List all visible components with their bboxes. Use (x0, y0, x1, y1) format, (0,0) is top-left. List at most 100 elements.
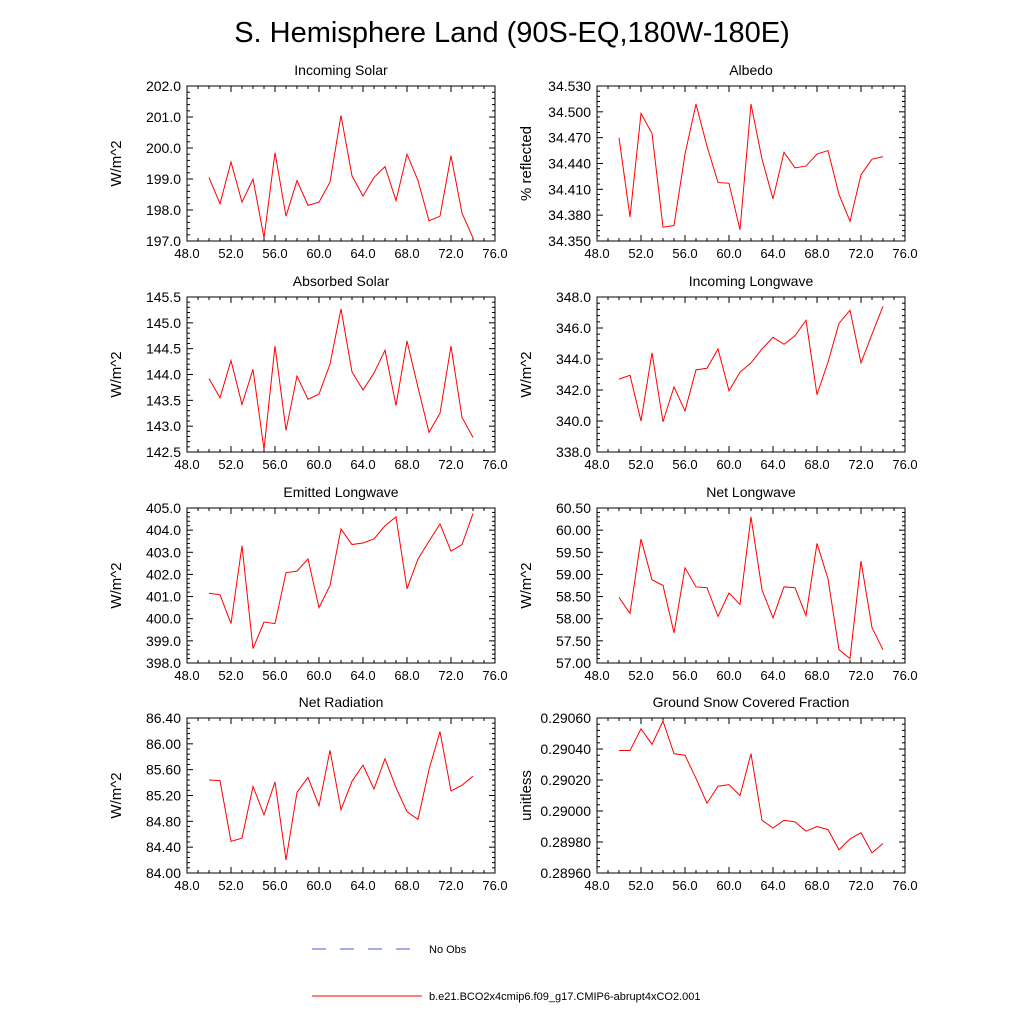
chart-5-ytick-label: 57.00 (556, 655, 591, 671)
chart-0-ytick-label: 197.0 (146, 233, 181, 249)
chart-0-series-line (208, 115, 474, 239)
chart-7-ytick-label: 0.29060 (540, 710, 591, 726)
legend: No Obs b.e21.BCO2x4cmip6.f09_g17.CMIP6-a… (312, 944, 701, 1003)
chart-3-ytick-label: 338.0 (556, 444, 591, 460)
chart-3-series-line (618, 306, 884, 422)
chart-5-ytick-label: 59.50 (556, 544, 591, 560)
chart-0-ytick-label: 199.0 (146, 171, 181, 187)
chart-1-xtick-label: 60.0 (716, 246, 741, 261)
chart-4-xtick-label: 72.0 (438, 668, 463, 683)
chart-2-ylabel: W/m^2 (108, 351, 125, 397)
chart-4-xtick-label: 76.0 (482, 668, 507, 683)
chart-7-xtick-label: 76.0 (892, 878, 917, 893)
chart-5-xtick-label: 52.0 (628, 668, 653, 683)
chart-5-xtick-label: 68.0 (804, 668, 829, 683)
chart-7-ytick-label: 0.28980 (540, 834, 591, 850)
chart-3-xtick-label: 68.0 (804, 457, 829, 472)
chart-6-ytick-label: 84.00 (146, 865, 181, 881)
chart-3-ytick-label: 348.0 (556, 289, 591, 305)
chart-1-ytick-label: 34.350 (548, 233, 591, 249)
chart-5-ytick-label: 60.00 (556, 522, 591, 538)
chart-2-ytick-label: 143.5 (146, 392, 181, 408)
chart-0-ytick-label: 200.0 (146, 140, 181, 156)
chart-4-ytick-label: 405.0 (146, 500, 181, 516)
chart-5-ylabel: W/m^2 (518, 562, 535, 608)
chart-7-ytick-label: 0.29040 (540, 741, 591, 757)
chart-1-ytick-label: 34.440 (548, 156, 591, 172)
chart-4-series-line (208, 513, 474, 649)
chart-4-xtick-label: 68.0 (394, 668, 419, 683)
panels: Incoming Solar W/m^2 48.0 52.0 56.0 60.0 64.0 6… (108, 62, 918, 893)
chart-4-xtick-label: 56.0 (262, 668, 287, 683)
chart-5-ytick-label: 59.00 (556, 566, 591, 582)
chart-7-ylabel: unitless (518, 770, 535, 821)
chart-4: Emitted Longwave W/m^2 48.0 52.0 56.0 60.0 64.… (108, 484, 508, 683)
chart-7-xtick-label: 60.0 (716, 878, 741, 893)
chart-4-ytick-label: 400.0 (146, 611, 181, 627)
chart-2-xtick-label: 60.0 (306, 457, 331, 472)
chart-1-title: Albedo (729, 62, 773, 78)
chart-6-ylabel: W/m^2 (108, 772, 125, 818)
chart-2-xtick-label: 72.0 (438, 457, 463, 472)
chart-2-ytick-label: 143.0 (146, 418, 181, 434)
chart-5-frame (596, 507, 906, 664)
chart-7-xtick-label: 64.0 (760, 878, 785, 893)
chart-3-xtick-label: 72.0 (848, 457, 873, 472)
chart-3-ytick-label: 346.0 (556, 320, 591, 336)
chart-3-xtick-label: 48.0 (584, 457, 609, 472)
chart-4-ytick-label: 403.0 (146, 544, 181, 560)
chart-0-title: Incoming Solar (294, 62, 388, 78)
chart-2-ytick-label: 145.0 (146, 315, 181, 331)
chart-2-xtick-label: 48.0 (174, 457, 199, 472)
chart-5-ytick-label: 57.50 (556, 633, 591, 649)
chart-0-xtick-label: 64.0 (350, 246, 375, 261)
chart-6-xtick-label: 48.0 (174, 878, 199, 893)
legend-obs-label: No Obs (429, 944, 467, 956)
chart-7-frame (596, 717, 906, 874)
chart-1: Albedo % reflected 48.0 52.0 56.0 60.0 64.0 68.… (518, 62, 918, 261)
chart-4-title: Emitted Longwave (283, 484, 398, 500)
chart-0-ytick-label: 198.0 (146, 202, 181, 218)
chart-2-title: Absorbed Solar (293, 273, 390, 289)
chart-0-ytick-label: 201.0 (146, 109, 181, 125)
chart-2-xtick-label: 56.0 (262, 457, 287, 472)
chart-2-series-line (208, 308, 474, 450)
chart-5-ytick-label: 58.00 (556, 611, 591, 627)
chart-5-ytick-label: 58.50 (556, 589, 591, 605)
chart-6-ytick-label: 85.20 (146, 788, 181, 804)
chart-1-xtick-label: 48.0 (584, 246, 609, 261)
chart-6-title: Net Radiation (299, 694, 384, 710)
chart-4-ytick-label: 402.0 (146, 566, 181, 582)
chart-1-xtick-label: 64.0 (760, 246, 785, 261)
chart-5-xtick-label: 48.0 (584, 668, 609, 683)
chart-0-ylabel: W/m^2 (108, 140, 125, 186)
chart-0-xtick-label: 60.0 (306, 246, 331, 261)
chart-6-ytick-label: 86.40 (146, 710, 181, 726)
chart-7-xtick-label: 68.0 (804, 878, 829, 893)
chart-1-ytick-label: 34.380 (548, 207, 591, 223)
chart-3-frame (596, 296, 906, 453)
chart-3-title: Incoming Longwave (689, 273, 814, 289)
chart-7-series-line (619, 719, 884, 854)
chart-5: Net Longwave W/m^2 48.0 52.0 56.0 60.0 64.0 68.… (518, 484, 918, 683)
chart-1-xtick-label: 76.0 (892, 246, 917, 261)
chart-3-xtick-label: 56.0 (672, 457, 697, 472)
chart-1-ylabel: % reflected (518, 126, 535, 201)
chart-7-xtick-label: 72.0 (848, 878, 873, 893)
chart-1-ytick-label: 34.500 (548, 104, 591, 120)
chart-7-ytick-label: 0.29000 (540, 803, 591, 819)
chart-6-xtick-label: 52.0 (218, 878, 243, 893)
chart-2-xtick-label: 64.0 (350, 457, 375, 472)
chart-3: Incoming Longwave W/m^2 48.0 52.0 56.0 60.0 64… (518, 273, 918, 472)
chart-2-ytick-label: 144.0 (146, 367, 181, 383)
chart-4-ytick-label: 398.0 (146, 655, 181, 671)
chart-5-xtick-label: 72.0 (848, 668, 873, 683)
legend-model-label: b.e21.BCO2x4cmip6.f09_g17.CMIP6-abrupt4x… (429, 991, 701, 1003)
chart-6-frame (186, 717, 496, 874)
chart-1-xtick-label: 68.0 (804, 246, 829, 261)
chart-6-xtick-label: 72.0 (438, 878, 463, 893)
chart-2-frame (186, 296, 496, 453)
chart-2-ytick-label: 142.5 (146, 444, 181, 460)
chart-5-xtick-label: 76.0 (892, 668, 917, 683)
